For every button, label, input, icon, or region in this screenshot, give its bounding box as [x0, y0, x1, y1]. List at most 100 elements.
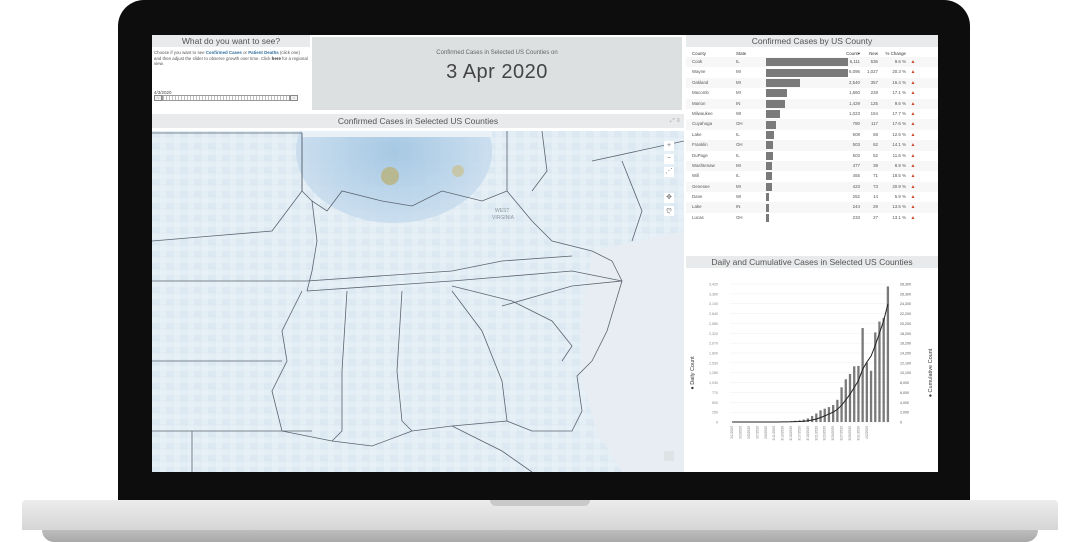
zoom-in-button[interactable]: + [664, 141, 674, 151]
slider-prev-button[interactable]: ‹ [154, 95, 162, 101]
zoom-out-button[interactable]: − [664, 154, 674, 164]
x-tick-label: 3/13/2020 [781, 426, 785, 441]
x-tick-label: 3/5/2020 [747, 426, 751, 439]
y2-tick-label: 8,000 [900, 381, 909, 385]
zoom-extent-button[interactable]: ⋰ [664, 167, 674, 177]
count-bar [766, 110, 780, 119]
trend-up-icon: ▲ [910, 214, 916, 221]
cell-state: OH [736, 121, 743, 127]
state-borders [152, 131, 684, 472]
table-row[interactable]: Lake IN 244 29 13.5 % ▲ [686, 202, 938, 213]
col-new[interactable]: New [869, 51, 878, 56]
table-row[interactable]: Washtenaw MI 477 39 8.9 % ▲ [686, 160, 938, 172]
cell-count: 233 [852, 214, 860, 220]
col-county[interactable]: County [692, 51, 706, 56]
halo-top-mask [302, 131, 492, 137]
table-row[interactable]: Milwaukee WI 1,023 154 17.7 % ▲ [686, 109, 938, 119]
count-bar [766, 58, 848, 67]
cell-state: MI [736, 69, 741, 75]
y2-tick-label: 6,000 [900, 391, 909, 395]
pan-tool-button[interactable]: ✥ [664, 193, 674, 203]
cell-count: 608 [852, 131, 860, 137]
cell-pct-change: 18.5 % [892, 173, 906, 179]
table-row[interactable]: DuPage IL 503 52 11.6 % ▲ [686, 151, 938, 161]
table-row[interactable]: Oakland MI 2,540 357 16.4 % ▲ [686, 77, 938, 89]
y-tick-label: 3,420 [709, 283, 718, 287]
col-pct-change[interactable]: % Change [885, 51, 906, 56]
col-count-label: Count [846, 51, 858, 56]
map-svg: WEST VIRGINIA [152, 131, 684, 472]
map-menu-button[interactable] [664, 451, 674, 461]
y-tick-label: 1,800 [709, 352, 718, 356]
cell-county: Lake [692, 131, 702, 137]
cell-pct-change: 17.1 % [892, 90, 906, 96]
table-row[interactable]: Genesee MI 423 73 20.9 % ▲ [686, 181, 938, 193]
cell-new: 27 [873, 214, 878, 220]
map-expand-icon[interactable]: ⤢ ≡ [670, 118, 680, 124]
cell-county: Will [692, 173, 700, 179]
trend-up-icon: ▲ [910, 194, 916, 201]
y-tick-label: 1,030 [709, 381, 718, 385]
y-tick-label: 3,100 [709, 302, 718, 306]
confirmed-cases-link[interactable]: Confirmed Cases [205, 50, 242, 55]
table-row[interactable]: Cuyahoga OH 780 117 17.6 % ▲ [686, 119, 938, 130]
y-tick-label: 2,580 [709, 322, 718, 326]
count-bar [766, 68, 848, 77]
table-row[interactable]: Marion IN 1,429 125 9.6 % ▲ [686, 98, 938, 109]
count-bar [766, 151, 773, 160]
count-bar [766, 141, 773, 150]
daily-bar [819, 410, 822, 422]
y-tick-label: 500 [712, 401, 718, 405]
daily-cumulative-chart: 0 250 500 770 1,030 1,280 1,530 1,800 2,070 2,320… [690, 283, 934, 441]
cell-count: 244 [852, 204, 860, 210]
col-state[interactable]: State [736, 51, 747, 56]
cell-state: IL [736, 131, 740, 137]
trend-up-icon: ▲ [910, 121, 916, 128]
table-row[interactable]: Franklin OH 503 62 14.1 % ▲ [686, 140, 938, 151]
count-bar [766, 214, 770, 223]
patient-deaths-link[interactable]: Patient Deaths [248, 50, 279, 55]
slider-next-button[interactable]: › [290, 95, 298, 101]
map-view[interactable]: WEST VIRGINIA + − ⋰ ✥ ღ [152, 131, 684, 472]
trend-up-icon: ▲ [910, 69, 916, 76]
table-row[interactable]: Will IL 455 71 18.5 % ▲ [686, 171, 938, 181]
cell-count: 252 [852, 194, 860, 200]
table-row[interactable]: Wayne MI 6,096 1,027 20.3 % ▲ [686, 67, 938, 77]
y2-tick-label: 12,100 [900, 361, 911, 365]
date-card-date: 3 Apr 2020 [446, 61, 548, 83]
cell-county: Macomb [692, 90, 709, 96]
cell-bar [766, 182, 838, 192]
daily-bar [869, 370, 873, 422]
dashboard-screen: What do you want to see? Choose if you w… [152, 35, 938, 472]
x-tick-label: 3/25/2020 [831, 426, 835, 441]
cell-state: IL [736, 152, 740, 158]
map-label-virginia: VIRGINIA [492, 215, 515, 221]
daily-bar [874, 332, 877, 422]
cell-new: 62 [873, 142, 878, 148]
date-slider[interactable] [162, 95, 290, 101]
y-tick-label: 1,530 [709, 361, 718, 365]
cell-state: OH [736, 214, 743, 220]
x-tick-label: 4/2/2020 [865, 426, 869, 439]
cell-state: MI [736, 162, 741, 168]
cell-bar [766, 140, 838, 150]
col-trend [906, 50, 920, 57]
count-bar [766, 182, 772, 191]
table-row[interactable]: Lake IL 608 68 12.6 % ▲ [686, 130, 938, 140]
x-tick-label: 3/17/2020 [797, 426, 801, 441]
lasso-tool-button[interactable]: ღ [664, 206, 674, 216]
table-row[interactable]: Cook IL 6,111 536 9.6 % ▲ [686, 57, 938, 68]
table-row[interactable]: Dane WI 252 14 5.9 % ▲ [686, 192, 938, 202]
regional-view-link[interactable]: here [271, 55, 281, 61]
col-count[interactable]: Count▾ [846, 51, 860, 56]
cell-pct-change: 16.4 % [892, 79, 906, 85]
x-tick-label: 3/7/2020 [755, 426, 759, 439]
table-row[interactable]: Lucas OH 233 27 13.1 % ▲ [686, 213, 938, 223]
cell-state: IL [736, 173, 740, 179]
count-bar [766, 130, 775, 139]
table-row[interactable]: Macomb MI 1,560 228 17.1 % ▲ [686, 88, 938, 98]
cell-pct-change: 14.1 % [892, 142, 906, 148]
cell-bar [766, 88, 838, 98]
cell-new: 71 [873, 173, 878, 179]
cell-county: Milwaukee [692, 110, 713, 116]
